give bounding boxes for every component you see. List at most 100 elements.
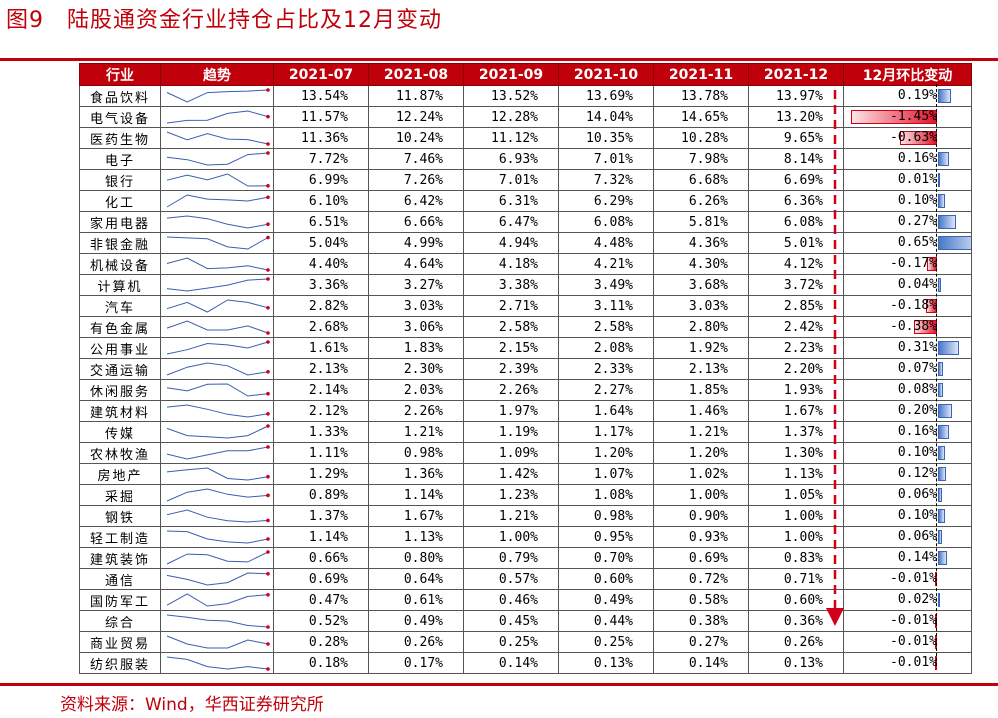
sparkline-endpoint [266, 518, 270, 523]
value-cell: 13.54% [273, 85, 369, 107]
change-label: 0.20% [897, 403, 937, 418]
trend-sparkline [160, 295, 274, 317]
change-bar [938, 530, 943, 544]
sparkline-endpoint [266, 572, 270, 576]
change-label: -0.01% [890, 655, 937, 670]
change-bar [938, 446, 945, 460]
sparkline-path [166, 278, 269, 292]
sparkline-endpoint [266, 268, 270, 272]
sparkline-endpoint [266, 277, 270, 281]
industry-cell: 纺织服装 [79, 652, 161, 674]
change-label: -0.01% [890, 613, 937, 628]
bottom-rule [0, 683, 998, 686]
value-cell: 1.13% [368, 526, 464, 548]
value-cell: 7.98% [653, 148, 749, 170]
value-cell: 13.78% [653, 85, 749, 107]
value-cell: 0.17% [368, 652, 464, 674]
change-bar [938, 278, 941, 292]
value-cell: 7.01% [558, 148, 654, 170]
table-row: 农林牧渔 1.11% 0.98% 1.09% 1.20% 1.20% 1.30% 0.10% [79, 442, 972, 464]
change-label: 0.06% [897, 529, 937, 544]
value-cell: 1.11% [273, 442, 369, 464]
trend-sparkline [160, 547, 274, 569]
value-cell: 2.71% [463, 295, 559, 317]
sparkline-endpoint [266, 306, 270, 310]
trend-sparkline [160, 148, 274, 170]
change-cell: -1.45% [843, 106, 972, 128]
value-cell: 10.24% [368, 127, 464, 149]
value-cell: 0.72% [653, 568, 749, 590]
value-cell: 2.33% [558, 358, 654, 380]
value-cell: 0.83% [748, 547, 844, 569]
change-label: 0.02% [897, 592, 937, 607]
change-label: -0.01% [890, 634, 937, 649]
value-cell: 0.25% [558, 631, 654, 653]
value-cell: 1.67% [368, 505, 464, 527]
value-cell: 1.09% [463, 442, 559, 464]
value-cell: 4.94% [463, 232, 559, 254]
change-label: 0.10% [897, 445, 937, 460]
change-bar [938, 236, 971, 250]
value-cell: 6.42% [368, 190, 464, 212]
trend-sparkline [160, 337, 274, 359]
top-rule [0, 58, 998, 61]
trend-sparkline [160, 106, 274, 128]
table-row: 电子 7.72% 7.46% 6.93% 7.01% 7.98% 8.14% 0.16% [79, 148, 972, 170]
value-cell: 1.14% [273, 526, 369, 548]
sparkline-path [166, 551, 269, 565]
sparkline-path [166, 509, 269, 523]
sparkline-path [166, 299, 269, 313]
change-cell: 0.16% [843, 421, 972, 443]
value-cell: 2.13% [653, 358, 749, 380]
value-cell: 13.52% [463, 85, 559, 107]
value-cell: 6.51% [273, 211, 369, 233]
value-cell: 2.58% [463, 316, 559, 338]
trend-sparkline [160, 169, 274, 191]
change-cell: 0.14% [843, 547, 972, 569]
value-cell: 2.08% [558, 337, 654, 359]
value-cell: 2.20% [748, 358, 844, 380]
source-note: 资料来源：Wind，华西证券研究所 [60, 695, 324, 715]
sparkline-path [166, 257, 269, 271]
change-bar [938, 467, 947, 481]
sparkline-path [166, 425, 269, 439]
table-row: 汽车 2.82% 3.03% 2.71% 3.11% 3.03% 2.85% -0.18% [79, 295, 972, 317]
sparkline-endpoint [266, 195, 270, 200]
sparkline-path [166, 362, 269, 376]
sparkline-endpoint [266, 391, 270, 396]
sparkline-path [166, 467, 269, 481]
sparkline-endpoint [266, 88, 270, 92]
change-bar [938, 89, 951, 103]
industry-cell: 交通运输 [79, 358, 161, 380]
value-cell: 1.83% [368, 337, 464, 359]
change-cell: 0.10% [843, 442, 972, 464]
industry-cell: 休闲服务 [79, 379, 161, 401]
value-cell: 4.64% [368, 253, 464, 275]
sparkline-path [166, 110, 269, 124]
value-cell: 1.21% [463, 505, 559, 527]
change-cell: 0.08% [843, 379, 972, 401]
change-bar [938, 215, 957, 229]
table-row: 银行 6.99% 7.26% 7.01% 7.32% 6.68% 6.69% 0.01% [79, 169, 972, 191]
sparkline-path [166, 341, 269, 355]
value-cell: 11.36% [273, 127, 369, 149]
sparkline-endpoint [266, 445, 270, 449]
value-cell: 0.44% [558, 610, 654, 632]
value-cell: 2.27% [558, 379, 654, 401]
trend-sparkline [160, 232, 274, 254]
change-bar [938, 383, 944, 397]
industry-cell: 国防军工 [79, 589, 161, 611]
sparkline-endpoint [266, 550, 270, 554]
industry-cell: 建筑材料 [79, 400, 161, 422]
sparkline-path [166, 194, 269, 208]
value-cell: 1.17% [558, 421, 654, 443]
trend-sparkline [160, 85, 274, 107]
trend-sparkline [160, 253, 274, 275]
industry-cell: 传媒 [79, 421, 161, 443]
value-cell: 0.60% [558, 568, 654, 590]
value-cell: 1.46% [653, 400, 749, 422]
table-row: 医药生物 11.36% 10.24% 11.12% 10.35% 10.28% 9.65% -… [79, 127, 972, 149]
change-label: 0.10% [897, 508, 937, 523]
value-cell: 0.89% [273, 484, 369, 506]
value-cell: 0.57% [463, 568, 559, 590]
